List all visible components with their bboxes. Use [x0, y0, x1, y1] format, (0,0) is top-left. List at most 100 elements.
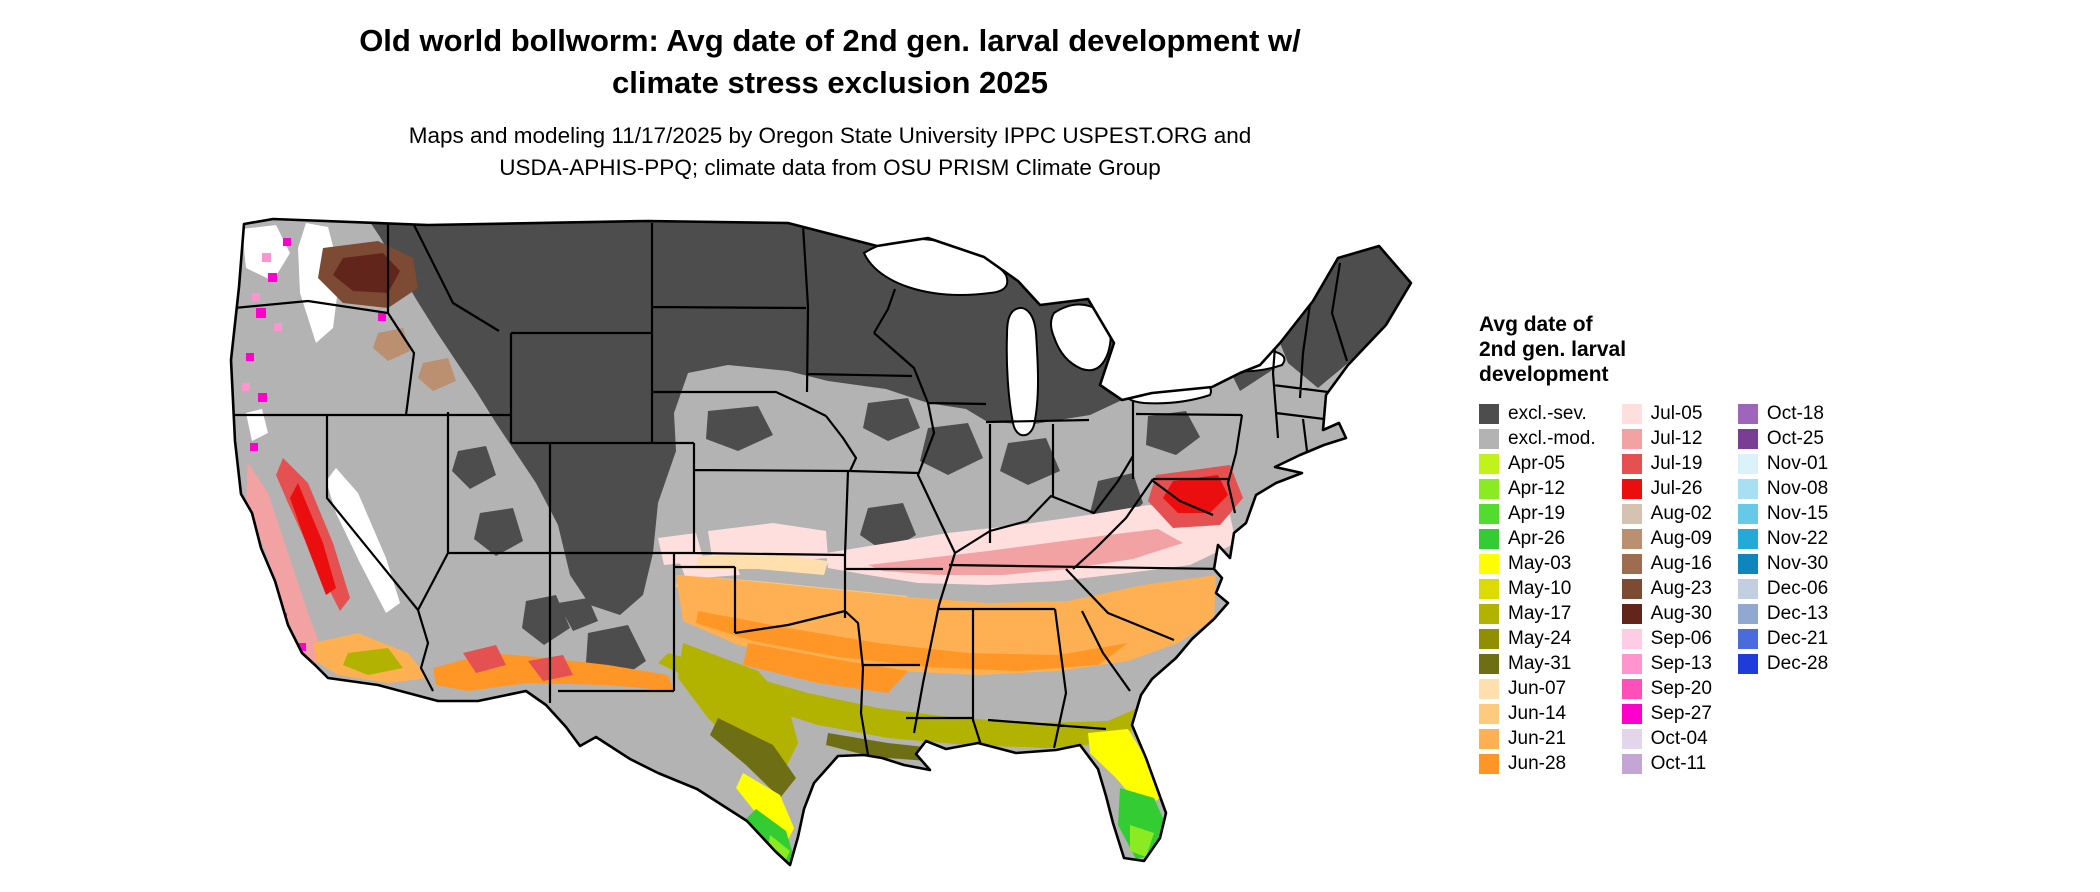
- legend-label: May-10: [1508, 578, 1572, 600]
- legend-row: Jun-21: [1479, 727, 1596, 752]
- legend-row: Dec-21: [1737, 627, 1828, 652]
- legend-swatch: [1621, 504, 1642, 525]
- legend-label: Aug-30: [1650, 603, 1712, 625]
- map-region-oregon-brown-patches: [373, 328, 456, 391]
- legend-swatch: [1479, 504, 1499, 525]
- legend-label: Jun-21: [1508, 728, 1567, 750]
- map-region-north-severe-exclusion: [368, 219, 1122, 615]
- legend-row: Oct-11: [1621, 752, 1712, 777]
- legend-row: excl.-mod.: [1479, 427, 1596, 452]
- legend-swatch: [1737, 579, 1758, 600]
- figure-title-line1: Old world bollworm: Avg date of 2nd gen.…: [359, 23, 1301, 58]
- legend-label: Apr-12: [1508, 478, 1566, 500]
- legend-swatch: [1621, 629, 1642, 650]
- legend-label: Sep-06: [1650, 628, 1712, 650]
- figure-title: Old world bollworm: Avg date of 2nd gen.…: [0, 20, 1660, 104]
- legend-label: Nov-30: [1766, 553, 1829, 575]
- legend-swatch: [1479, 629, 1499, 650]
- map-region-gulf-olive-band: [658, 653, 1140, 748]
- map-region-deep-south-orange: [696, 611, 1128, 671]
- us-outline: [229, 217, 1413, 867]
- legend-label: Dec-13: [1766, 603, 1829, 625]
- legend-row: May-31: [1479, 652, 1596, 677]
- legend-label: Sep-13: [1650, 653, 1712, 675]
- legend-label: Oct-25: [1766, 428, 1824, 450]
- legend-swatch: [1737, 554, 1758, 575]
- legend-row: Jun-14: [1479, 702, 1596, 727]
- legend-swatch: [1737, 654, 1758, 675]
- legend-label: excl.-sev.: [1508, 403, 1587, 425]
- legend-swatch: [1621, 604, 1642, 625]
- legend-label: Jun-28: [1508, 753, 1567, 775]
- map-region-june07-strip: [696, 553, 828, 575]
- legend-row: Apr-26: [1479, 527, 1596, 552]
- legend-row: Apr-19: [1479, 502, 1596, 527]
- legend-row: Nov-15: [1737, 502, 1829, 527]
- legend-row: Sep-27: [1621, 702, 1712, 727]
- legend-row: Dec-06: [1737, 577, 1828, 602]
- map-region-dark-olive-patches: [710, 718, 943, 798]
- legend-label: Jun-14: [1508, 703, 1567, 725]
- figure-title-line2: climate stress exclusion 2025: [612, 64, 1048, 100]
- legend-label: Oct-04: [1650, 728, 1708, 750]
- legend-row: Sep-20: [1621, 677, 1712, 702]
- legend-row: May-10: [1479, 577, 1596, 602]
- legend-row: Jun-07: [1479, 677, 1596, 702]
- legend-label: Sep-27: [1650, 703, 1712, 725]
- legend-title-line3: development: [1479, 363, 1609, 387]
- map-data-layers: [231, 219, 1411, 865]
- legend-swatch: [1737, 504, 1758, 525]
- legend-label: Nov-01: [1766, 453, 1829, 475]
- legend-swatch: [1479, 554, 1499, 575]
- legend-label: May-31: [1508, 653, 1572, 675]
- legend-row: May-03: [1479, 552, 1596, 577]
- legend-row: Sep-06: [1621, 627, 1712, 652]
- legend-swatch: [1621, 654, 1642, 675]
- legend-label: May-24: [1508, 628, 1572, 650]
- map-region-az-red-spots: [463, 645, 573, 681]
- legend-swatch: [1621, 529, 1642, 550]
- legend-row: Nov-01: [1737, 452, 1829, 477]
- figure-subtitle-line2: USDA-APHIS-PPQ; climate data from OSU PR…: [499, 155, 1161, 181]
- map-region-east-texas-orange: [743, 643, 908, 693]
- state-border-lines: [232, 222, 1349, 756]
- legend-row: Oct-18: [1737, 402, 1828, 427]
- legend-swatch: [1621, 429, 1642, 450]
- legend-label: Aug-16: [1650, 553, 1712, 575]
- us-map: [228, 212, 1448, 884]
- legend-row: Aug-09: [1621, 527, 1712, 552]
- legend-swatch: [1621, 679, 1642, 700]
- legend-label: excl.-mod.: [1508, 428, 1596, 450]
- legend-row: Jul-05: [1621, 402, 1712, 427]
- legend-swatch: [1479, 454, 1499, 475]
- legend-title-line2: 2nd gen. larval: [1479, 338, 1627, 362]
- legend-swatch: [1621, 729, 1642, 750]
- legend-swatch: [1479, 529, 1499, 550]
- map-region-central-valley-core: [290, 483, 336, 595]
- legend-row: Jul-12: [1621, 427, 1712, 452]
- legend-row: Nov-30: [1737, 552, 1829, 577]
- legend-swatch: [1479, 429, 1499, 450]
- map-region-florida-tip-bright-green: [1130, 825, 1154, 857]
- legend-swatch: [1479, 604, 1499, 625]
- legend-label: Nov-15: [1766, 503, 1829, 525]
- legend-label: Aug-09: [1650, 528, 1712, 550]
- legend-swatch: [1737, 529, 1758, 550]
- map-region-california-coast-salmon: [246, 463, 323, 668]
- legend-label: Apr-19: [1508, 503, 1566, 525]
- legend-row: Jul-26: [1621, 477, 1712, 502]
- legend-swatch: [1621, 754, 1642, 775]
- legend-swatch: [1737, 454, 1758, 475]
- legend-row: Apr-05: [1479, 452, 1596, 477]
- legend-swatch: [1479, 404, 1499, 425]
- legend-swatch: [1479, 479, 1499, 500]
- figure-header: Old world bollworm: Avg date of 2nd gen.…: [0, 20, 1660, 185]
- legend-column-1: excl.-sev. excl.-mod. Apr-05 Apr-12 Apr-19 Ap…: [1479, 402, 1596, 777]
- legend-row: May-24: [1479, 627, 1596, 652]
- legend-label: Jul-26: [1650, 478, 1703, 500]
- map-region-texas-olive-wedge: [678, 643, 798, 773]
- legend-title: Avg date of 2nd gen. larval development: [1479, 312, 1828, 388]
- us-map-svg: [229, 217, 1413, 867]
- legend-row: Dec-28: [1737, 652, 1828, 677]
- map-region-columbia-basin-core: [333, 253, 400, 293]
